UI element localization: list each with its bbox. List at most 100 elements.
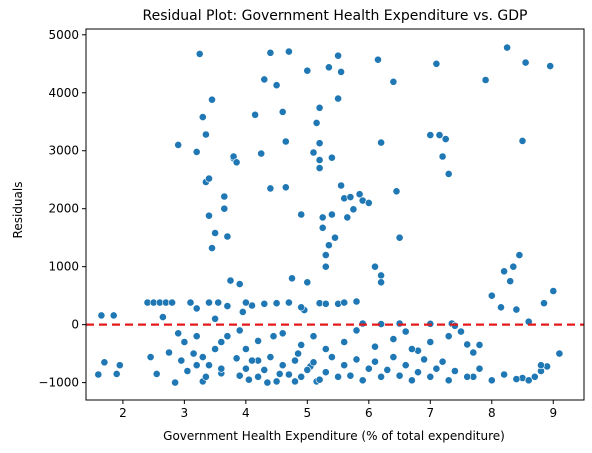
data-point (371, 342, 379, 351)
data-point (220, 204, 229, 213)
data-point (426, 131, 435, 139)
data-point (309, 358, 318, 367)
data-point (297, 210, 306, 219)
data-point (168, 298, 176, 307)
data-point (352, 355, 361, 364)
data-point (371, 262, 379, 271)
data-point (352, 326, 361, 335)
data-point (281, 183, 290, 192)
data-point (211, 314, 219, 323)
data-point (537, 361, 545, 370)
y-tick-label: −1000 (38, 376, 79, 390)
data-point (407, 345, 416, 353)
data-point (432, 59, 441, 68)
data-point (208, 95, 216, 104)
data-point (487, 376, 496, 385)
data-points (94, 43, 564, 387)
data-point (186, 298, 195, 307)
data-point (374, 55, 382, 64)
data-point (487, 291, 496, 300)
data-point (377, 271, 385, 280)
data-point (352, 297, 361, 306)
data-point (324, 63, 333, 72)
y-axis-ticks: −1000 0 1000 2000 3000 4000 5000 (38, 28, 86, 390)
data-point (272, 299, 281, 308)
data-point (444, 376, 453, 385)
data-point (297, 372, 306, 381)
data-point (266, 184, 275, 193)
data-point (321, 345, 330, 353)
data-point (241, 298, 250, 307)
data-point (530, 372, 539, 381)
data-point (198, 353, 207, 361)
data-point (389, 353, 398, 361)
data-point (263, 378, 272, 387)
data-point (248, 356, 256, 365)
data-point (115, 361, 124, 370)
data-point (223, 332, 232, 341)
data-point (189, 349, 198, 358)
data-point (284, 47, 293, 56)
data-point (211, 229, 219, 237)
data-point (503, 43, 511, 52)
data-point (481, 76, 490, 84)
data-point (223, 232, 232, 241)
data-point (497, 303, 505, 312)
data-point (340, 361, 349, 370)
chart-title: Residual Plot: Government Health Expendi… (142, 8, 527, 24)
data-point (377, 138, 385, 147)
data-point (426, 338, 435, 346)
data-point (177, 356, 186, 365)
data-point (475, 340, 484, 349)
data-point (389, 335, 398, 343)
data-point (377, 278, 385, 287)
data-point (158, 313, 167, 321)
data-point (389, 77, 398, 86)
data-point (214, 298, 223, 307)
data-point (395, 371, 404, 380)
data-point (438, 357, 447, 366)
x-axis-ticks: 2 3 4 5 6 7 8 9 (119, 400, 557, 420)
data-point (340, 298, 349, 307)
data-point (205, 298, 213, 307)
data-point (235, 371, 244, 380)
data-point (223, 302, 232, 310)
data-point (281, 137, 290, 146)
data-point (500, 267, 508, 276)
data-point (395, 319, 404, 328)
data-point (358, 376, 367, 385)
data-point (97, 311, 106, 320)
data-point (284, 298, 293, 307)
data-point (337, 68, 345, 76)
data-point (211, 345, 219, 353)
data-point (278, 108, 287, 116)
data-point (506, 277, 515, 286)
data-point (512, 305, 521, 314)
data-point (444, 169, 453, 178)
data-point (358, 319, 367, 328)
data-point (232, 158, 241, 167)
data-point (272, 377, 281, 386)
data-point (318, 213, 327, 222)
data-point (340, 338, 349, 346)
data-point (146, 353, 155, 361)
data-point (254, 372, 262, 381)
data-point (291, 356, 299, 365)
data-point (343, 213, 352, 222)
x-axis-label: Government Health Expenditure (% of tota… (163, 429, 505, 443)
data-point (315, 164, 324, 172)
data-point (235, 280, 244, 288)
data-point (254, 336, 262, 345)
data-point (346, 193, 355, 201)
data-point (205, 211, 213, 220)
data-point (509, 262, 518, 271)
data-point (315, 156, 324, 164)
data-point (257, 149, 266, 158)
data-point (444, 332, 453, 341)
data-point (432, 364, 441, 373)
data-point (315, 103, 324, 112)
data-point (450, 321, 459, 330)
data-point (198, 113, 207, 121)
data-point (521, 58, 530, 67)
